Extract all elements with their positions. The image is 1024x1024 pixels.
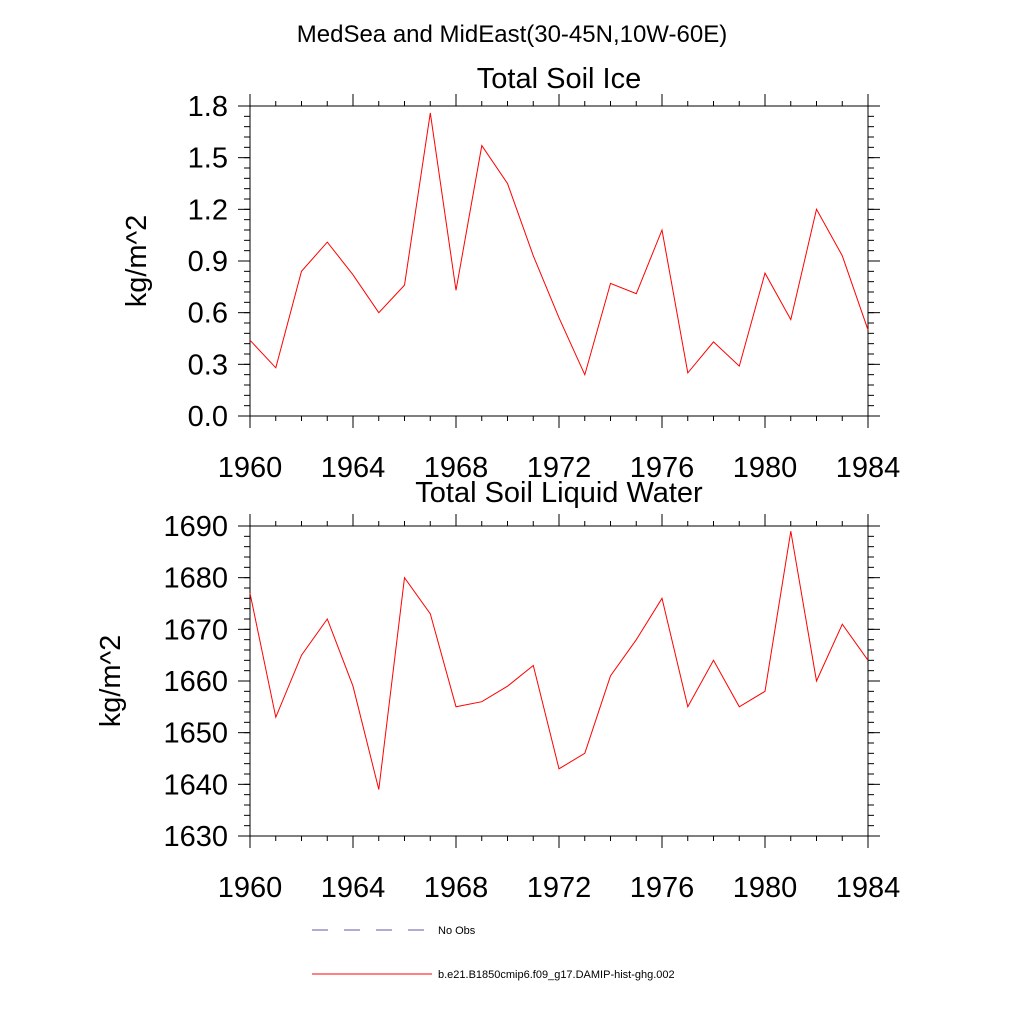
y-tick-label: 0.6: [188, 298, 228, 330]
page-title: MedSea and MidEast(30-45N,10W-60E): [297, 21, 727, 48]
soil-liquid-water-panel: Total Soil Liquid Water 1960 1964 1968 1972 1…: [95, 477, 900, 904]
x-tick-label: 1984: [836, 452, 901, 484]
x-tick-label: 1980: [733, 872, 798, 904]
series-line: [249, 531, 869, 790]
x-tick-label: 1972: [527, 452, 592, 484]
y-tick-label: 1660: [163, 666, 228, 698]
y-axis-label: kg/m^2: [121, 215, 153, 308]
y-tick-label: 1.8: [188, 91, 228, 123]
x-tick-label: 1972: [527, 872, 592, 904]
x-tick-label: 1976: [630, 452, 695, 484]
y-axis-label: kg/m^2: [95, 635, 127, 728]
chart-title: Total Soil Liquid Water: [415, 477, 703, 509]
x-tick-label: 1964: [321, 452, 386, 484]
y-tick-label: 1650: [163, 718, 228, 750]
y-tick-label: 1680: [163, 563, 228, 595]
y-tick-label: 1690: [163, 511, 228, 543]
y-tick-label: 1640: [163, 769, 228, 801]
x-tick-label: 1984: [836, 872, 901, 904]
series-line: [249, 112, 869, 377]
y-tick-label: 1670: [163, 614, 228, 646]
x-tick-label: 1980: [733, 452, 798, 484]
x-tick-label: 1968: [424, 872, 489, 904]
soil-ice-panel: Total Soil Ice 1960 1964 1968 1972 1976 1980 19…: [121, 63, 900, 484]
x-tick-label: 1968: [424, 452, 489, 484]
y-tick-label: 0.9: [188, 246, 228, 278]
y-tick-label: 1.2: [188, 194, 228, 226]
x-tick-label: 1960: [218, 452, 283, 484]
y-tick-label: 1630: [163, 821, 228, 853]
y-tick-label: 0.3: [188, 349, 228, 381]
x-tick-label: 1976: [630, 872, 695, 904]
chart-title: Total Soil Ice: [477, 63, 641, 95]
plot-frame: [249, 525, 869, 837]
y-tick-label: 0.0: [188, 401, 228, 433]
legend: No Obs b.e21.B1850cmip6.f09_g17.DAMIP-hi…: [312, 925, 675, 981]
legend-no-obs-label: No Obs: [438, 925, 476, 937]
x-tick-label: 1960: [218, 872, 283, 904]
legend-model-label: b.e21.B1850cmip6.f09_g17.DAMIP-hist-ghg.…: [438, 969, 675, 981]
y-tick-label: 1.5: [188, 143, 228, 175]
x-tick-label: 1964: [321, 872, 386, 904]
